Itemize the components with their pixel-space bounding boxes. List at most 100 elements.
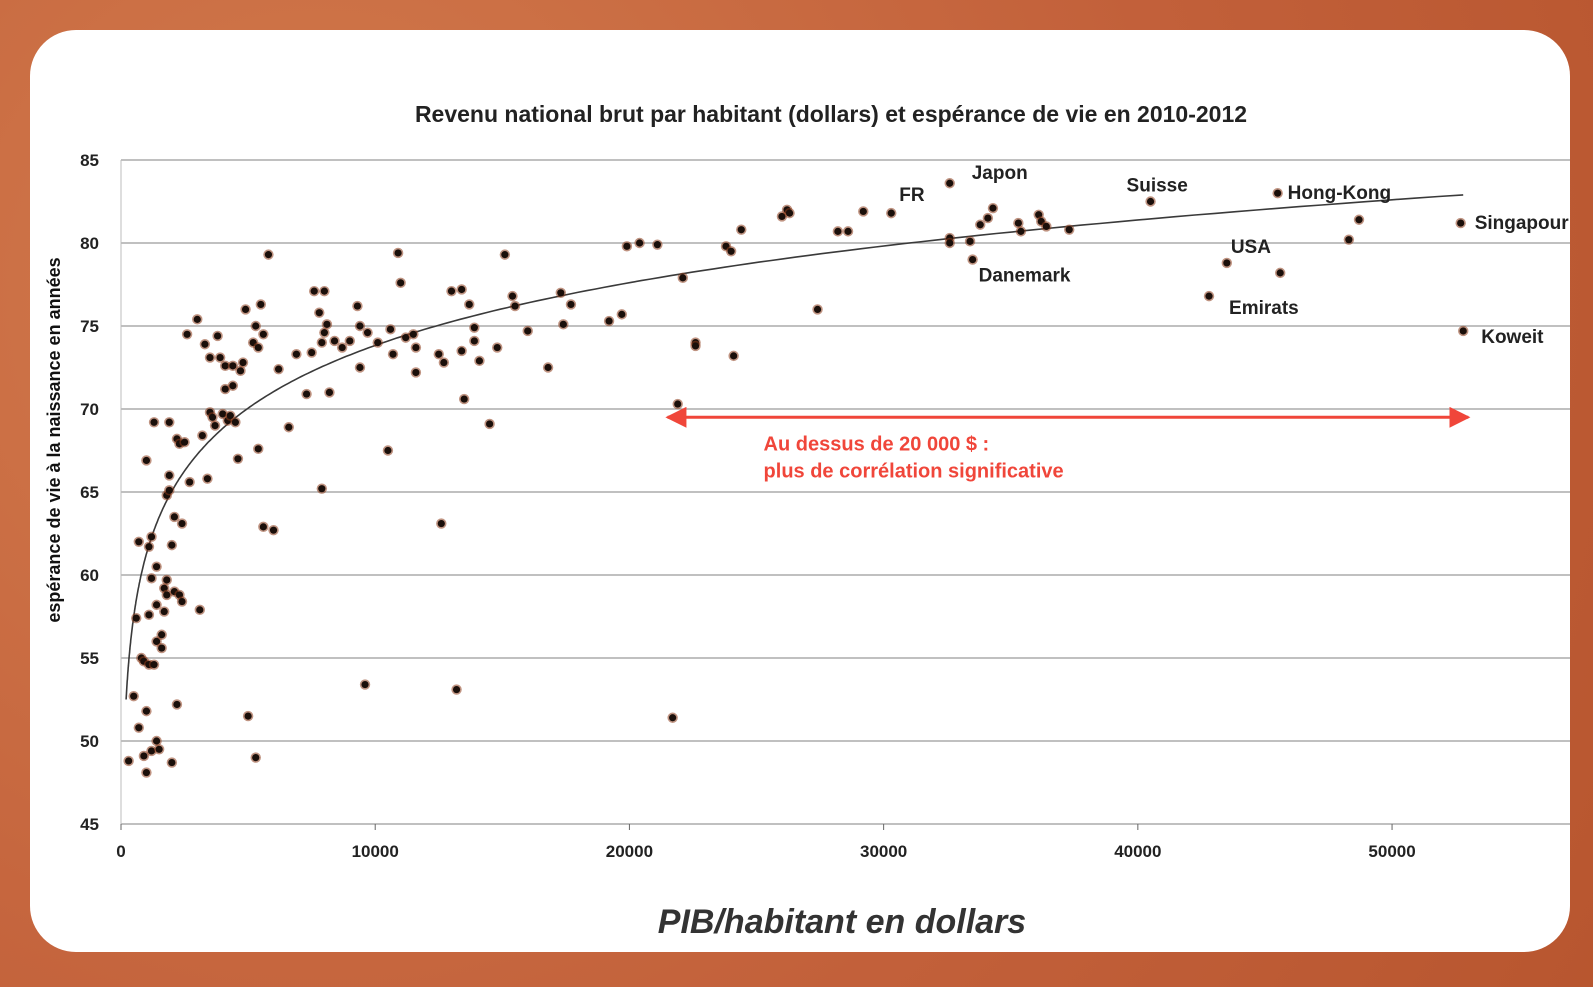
data-point xyxy=(151,599,162,611)
data-point xyxy=(146,531,157,543)
data-point xyxy=(181,329,193,340)
data-point xyxy=(352,300,363,312)
y-tick-label: 70 xyxy=(80,400,99,419)
data-point xyxy=(301,388,312,400)
data-point xyxy=(1064,224,1075,235)
data-point xyxy=(842,226,854,237)
x-tick-label: 10000 xyxy=(352,842,399,861)
data-point xyxy=(672,398,683,410)
data-point xyxy=(143,541,155,552)
data-point xyxy=(784,207,795,219)
data-point xyxy=(354,362,366,373)
data-point xyxy=(255,299,267,310)
y-tick-label: 75 xyxy=(80,317,99,336)
data-point xyxy=(194,604,206,616)
data-point xyxy=(171,699,183,710)
label-usa: USA xyxy=(1231,237,1271,258)
y-tick-label: 65 xyxy=(80,483,99,502)
data-point xyxy=(202,473,213,484)
data-point xyxy=(456,345,467,357)
data-point xyxy=(410,342,422,353)
label-danemark: Danemark xyxy=(979,266,1071,287)
data-point xyxy=(392,247,404,259)
data-point xyxy=(329,335,340,347)
data-point xyxy=(499,249,511,260)
data-point xyxy=(148,417,160,428)
data-point xyxy=(166,539,178,551)
country-labels: FR Japon Suisse Hong-Kong Singapour USA Danema… xyxy=(899,163,1569,348)
data-point xyxy=(492,342,503,353)
data-point xyxy=(123,755,134,767)
data-point xyxy=(151,561,162,572)
data-point xyxy=(336,342,348,353)
data-point xyxy=(728,350,739,362)
data-point xyxy=(227,360,239,372)
data-point xyxy=(456,284,467,295)
y-axis-ticks: 45 50 55 60 65 70 75 80 85 xyxy=(80,151,99,834)
data-point xyxy=(146,573,157,584)
chart-card: Revenu national brut par habitant (dolla… xyxy=(30,30,1570,952)
data-point xyxy=(230,417,241,428)
data-point xyxy=(220,360,231,372)
data-point xyxy=(458,393,470,405)
data-point xyxy=(263,249,274,260)
data-point xyxy=(141,767,152,778)
data-point xyxy=(179,437,190,448)
data-point xyxy=(1015,226,1027,237)
data-point xyxy=(982,212,994,224)
data-point xyxy=(204,352,216,363)
x-tick-label: 50000 xyxy=(1368,842,1415,861)
data-point xyxy=(621,241,633,252)
data-point xyxy=(141,705,152,717)
data-point xyxy=(509,300,521,312)
data-point xyxy=(469,335,480,347)
data-point xyxy=(258,329,269,340)
data-point xyxy=(164,470,175,481)
data-point xyxy=(131,612,142,624)
label-koweit: Koweit xyxy=(1481,327,1544,348)
data-point xyxy=(964,236,976,247)
data-point xyxy=(209,420,221,431)
data-point xyxy=(725,246,737,257)
data-point xyxy=(359,679,371,690)
y-tick-label: 60 xyxy=(80,566,99,585)
x-tick-label: 0 xyxy=(116,842,125,861)
data-point xyxy=(1455,217,1466,229)
data-point xyxy=(176,518,188,529)
data-point xyxy=(1221,257,1233,269)
data-point xyxy=(382,445,394,456)
data-point xyxy=(464,299,475,310)
data-point xyxy=(151,735,162,747)
data-point xyxy=(677,272,689,284)
data-point xyxy=(161,589,172,601)
data-point xyxy=(616,309,627,320)
data-point xyxy=(507,290,518,302)
x-axis-ticks: 0 10000 20000 30000 40000 50000 xyxy=(116,824,1416,861)
scatter-chart: Revenu national brut par habitant (dolla… xyxy=(44,101,1570,941)
data-point xyxy=(176,596,188,607)
data-point xyxy=(1458,325,1469,337)
data-point xyxy=(309,285,320,297)
data-point xyxy=(344,335,355,347)
data-point xyxy=(153,744,165,755)
data-point xyxy=(319,327,330,338)
data-point xyxy=(1343,234,1355,245)
data-point xyxy=(542,362,554,373)
data-point xyxy=(395,277,406,289)
x-tick-label: 40000 xyxy=(1114,842,1161,861)
data-point xyxy=(156,642,167,654)
data-point xyxy=(555,287,566,298)
data-point xyxy=(469,322,480,333)
data-point xyxy=(1041,221,1052,232)
data-point xyxy=(474,355,485,367)
data-point xyxy=(1353,214,1365,225)
x-tick-label: 20000 xyxy=(606,842,653,861)
data-point xyxy=(141,455,152,466)
data-point xyxy=(886,207,897,219)
data-point xyxy=(148,659,160,670)
data-point xyxy=(133,722,144,733)
data-point xyxy=(166,757,178,768)
data-point xyxy=(385,324,396,335)
chart-title: Revenu national brut par habitant (dolla… xyxy=(415,101,1247,127)
data-point xyxy=(324,387,335,398)
